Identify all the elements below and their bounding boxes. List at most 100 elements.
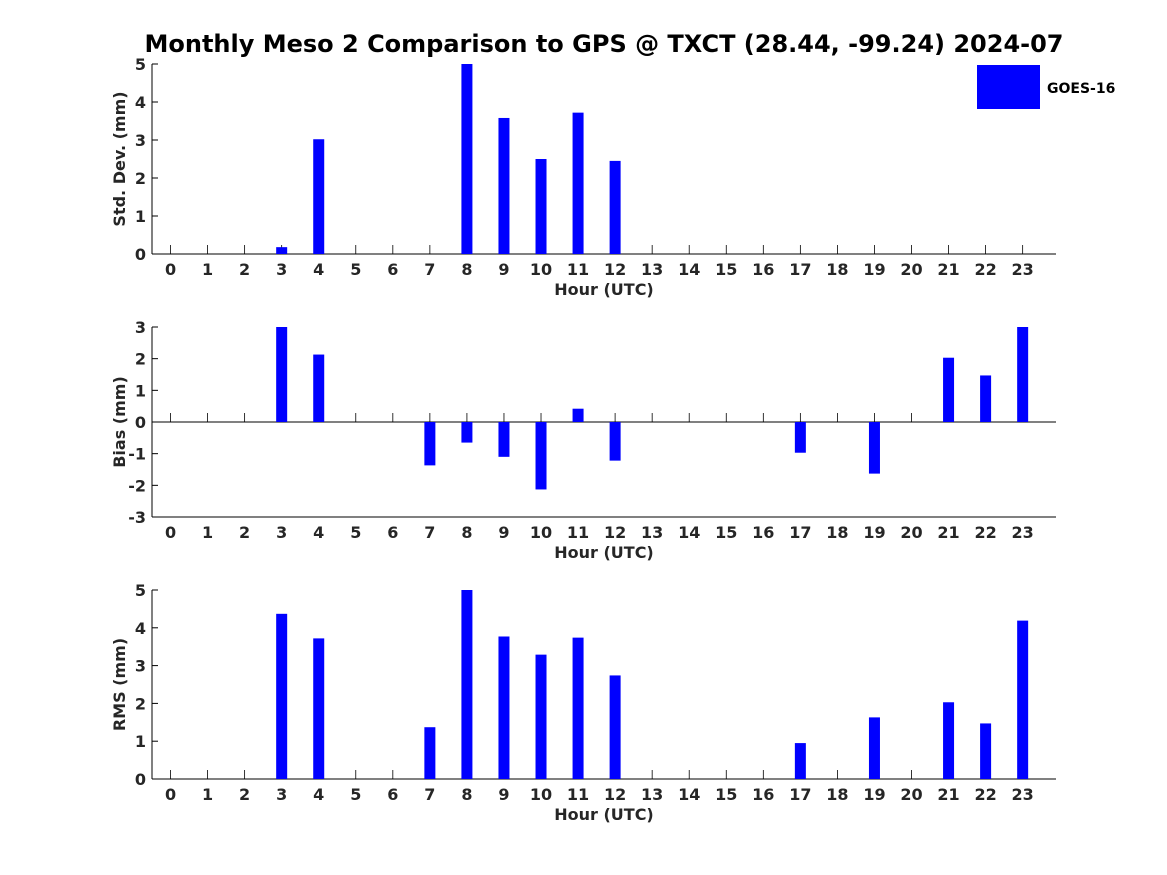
bar-hour-17 [794,743,806,779]
bar-hour-7 [424,727,436,779]
x-tick-label: 13 [641,785,663,804]
x-tick-label: 8 [461,785,472,804]
bar-hour-11 [572,112,584,254]
y-tick-label: 1 [135,732,146,751]
y-tick-label: 5 [135,581,146,600]
legend-swatch [977,65,1040,109]
bar-hour-8 [461,590,473,779]
bar-hour-9 [498,636,510,779]
bar-hour-22 [980,723,992,779]
x-tick-label: 9 [498,260,509,279]
x-tick-label: 11 [567,785,589,804]
bar-hour-3 [276,247,288,254]
y-tick-label: -3 [128,508,146,527]
x-tick-label: 14 [678,260,700,279]
y-tick-label: 2 [135,694,146,713]
x-tick-label: 19 [863,260,885,279]
x-tick-label: 3 [276,785,287,804]
x-tick-label: 7 [424,785,435,804]
x-tick-label: 13 [641,523,663,542]
bar-hour-10 [535,159,547,254]
x-tick-label: 14 [678,523,700,542]
x-tick-label: 1 [202,260,213,279]
x-axis-label: Hour (UTC) [554,280,654,299]
y-tick-label: 4 [135,619,146,638]
x-tick-label: 10 [530,260,552,279]
bar-hour-11 [572,408,584,422]
x-tick-label: 23 [1012,260,1034,279]
x-tick-label: 20 [900,785,922,804]
y-tick-label: 4 [135,93,146,112]
x-tick-label: 22 [974,260,996,279]
bar-hour-17 [794,422,806,453]
x-tick-label: 6 [387,260,398,279]
x-tick-label: 17 [789,260,811,279]
bar-hour-12 [609,160,621,254]
x-tick-label: 19 [863,785,885,804]
x-tick-label: 11 [567,260,589,279]
x-tick-label: 10 [530,785,552,804]
x-tick-label: 2 [239,523,250,542]
x-tick-label: 15 [715,785,737,804]
bar-hour-19 [868,717,880,779]
x-tick-label: 16 [752,260,774,279]
chart-title: Monthly Meso 2 Comparison to GPS @ TXCT … [144,30,1063,58]
bar-hour-3 [276,613,288,779]
legend-label: GOES-16 [1047,81,1115,97]
bar-hour-8 [461,64,473,254]
x-tick-label: 5 [350,785,361,804]
bar-hour-10 [535,422,547,490]
x-tick-label: 17 [789,785,811,804]
y-tick-label: 0 [135,413,146,432]
bar-hour-10 [535,654,547,779]
x-tick-label: 2 [239,260,250,279]
x-tick-label: 21 [937,260,959,279]
x-tick-label: 12 [604,523,626,542]
x-tick-label: 18 [826,523,848,542]
x-tick-label: 0 [165,260,176,279]
x-tick-label: 11 [567,523,589,542]
x-tick-label: 4 [313,785,324,804]
bar-hour-12 [609,675,621,779]
bar-hour-21 [943,702,955,779]
y-tick-label: 2 [135,169,146,188]
bar-hour-4 [313,139,325,254]
x-tick-label: 20 [900,260,922,279]
bar-hour-9 [498,117,510,255]
bar-hour-3 [276,327,288,422]
y-tick-label: 3 [135,131,146,150]
x-tick-label: 3 [276,260,287,279]
x-tick-label: 3 [276,523,287,542]
x-tick-label: 21 [937,785,959,804]
y-tick-label: 3 [135,657,146,676]
bar-hour-22 [980,375,992,422]
bar-hour-12 [609,422,621,461]
x-tick-label: 6 [387,523,398,542]
y-tick-label: 3 [135,318,146,337]
x-tick-label: 8 [461,523,472,542]
x-tick-label: 5 [350,523,361,542]
x-tick-label: 5 [350,260,361,279]
x-axis-label: Hour (UTC) [554,543,654,562]
bar-hour-21 [943,357,955,422]
x-tick-label: 22 [974,785,996,804]
bar-hour-19 [868,422,880,474]
x-tick-label: 0 [165,523,176,542]
x-tick-label: 12 [604,260,626,279]
bar-hour-11 [572,637,584,779]
x-axis-label: Hour (UTC) [554,805,654,824]
bar-hour-9 [498,422,510,457]
y-tick-label: -1 [128,445,146,464]
x-tick-label: 14 [678,785,700,804]
y-tick-label: 0 [135,245,146,264]
x-tick-label: 4 [313,260,324,279]
x-tick-label: 18 [826,785,848,804]
x-tick-label: 23 [1012,523,1034,542]
x-tick-label: 13 [641,260,663,279]
bar-hour-23 [1017,327,1029,422]
bar-hour-4 [313,638,325,779]
x-tick-label: 8 [461,260,472,279]
x-tick-label: 15 [715,260,737,279]
